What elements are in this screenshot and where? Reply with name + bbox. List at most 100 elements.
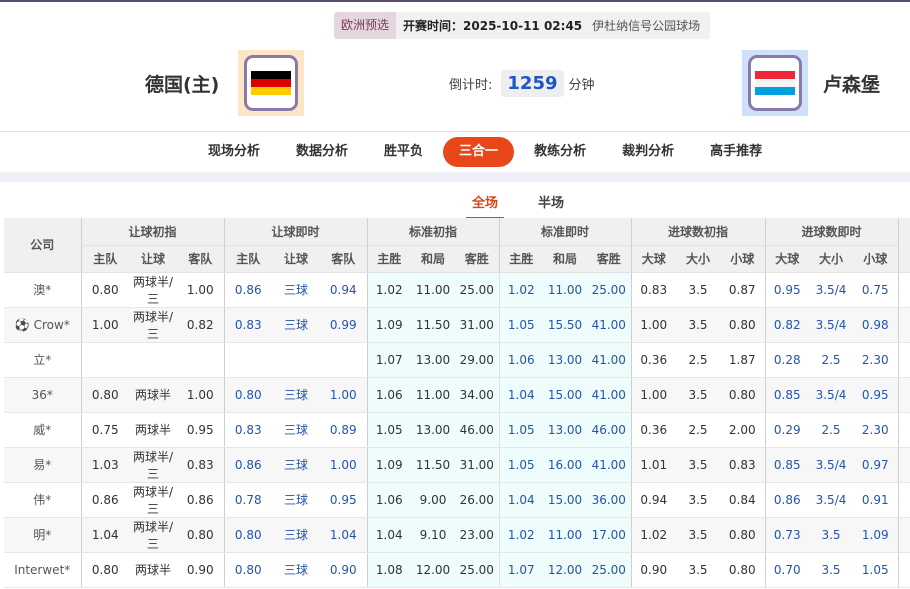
- company-name: 明*: [33, 528, 52, 542]
- odds-cell: 11.00: [543, 517, 587, 553]
- odds-cell: 0.80: [80, 377, 129, 413]
- odds-cell: 两球半/三: [129, 272, 177, 308]
- flag-stripe: [251, 79, 291, 87]
- flag-stripe: [251, 87, 291, 95]
- odds-cell: 0.85: [764, 447, 809, 483]
- sub-header: 和局: [411, 244, 455, 273]
- odds-cell: 41.00: [587, 307, 631, 343]
- group-header: 进球数初指: [630, 218, 765, 246]
- odds-cell: 41.00: [587, 342, 631, 378]
- odds-cell: 0.70: [764, 552, 809, 588]
- company-name: 威*: [33, 423, 52, 437]
- nav-tab[interactable]: 裁判分析: [622, 144, 675, 159]
- company-cell[interactable]: ⚽ Crow*: [4, 307, 81, 343]
- odds-cell: 两球半/三: [129, 447, 177, 483]
- odds-cell: 1.00: [630, 307, 676, 343]
- away-team-name[interactable]: 卢森堡: [823, 74, 881, 96]
- nav-tab[interactable]: 胜平负: [384, 144, 424, 159]
- odds-cell: 两球半/三: [129, 482, 177, 518]
- period-tab[interactable]: 全场: [466, 188, 505, 219]
- table-row: 易* 1.03 两球半/三 0.83 0.86 三球 1.00 1.09 11.50 31.00 1…: [4, 447, 910, 483]
- odds-cell: 11.50: [411, 307, 455, 343]
- odds-table: 公司 让球初指 让球即时 标准初指 标准即时 进球数初指 进球数即时 主队 让球 客队 主队 让球 客队…: [4, 218, 910, 588]
- extra-cell: [897, 447, 910, 483]
- odds-cell: 46.00: [455, 412, 499, 448]
- venue: 伊杜纳信号公园球场: [592, 19, 701, 33]
- odds-cell: 1.09: [853, 517, 898, 553]
- odds-cell: 9.10: [411, 517, 455, 553]
- flag-stripe: [755, 87, 795, 95]
- odds-cell: 1.00: [80, 307, 129, 343]
- odds-cell: 两球半: [129, 412, 177, 448]
- odds-cell: 3.5: [809, 517, 853, 553]
- extra-cell: [897, 517, 910, 553]
- odds-cell: 0.83: [720, 447, 765, 483]
- company-cell[interactable]: 立*: [4, 342, 81, 378]
- odds-cell: 1.04: [320, 517, 367, 553]
- odds-cell: 0.85: [764, 377, 809, 413]
- odds-cell: 1.06: [498, 342, 543, 378]
- extra-cell: [897, 377, 910, 413]
- odds-cell: 1.00: [177, 272, 224, 308]
- odds-cell: 36.00: [587, 482, 631, 518]
- odds-cell: 0.80: [223, 517, 272, 553]
- odds-cell: 1.05: [366, 412, 411, 448]
- nav-tab[interactable]: 高手推荐: [710, 144, 763, 159]
- odds-cell: 3.5/4: [809, 307, 853, 343]
- odds-cell: 34.00: [455, 377, 499, 413]
- odds-cell: 0.36: [630, 342, 676, 378]
- company-cell[interactable]: 易*: [4, 447, 81, 483]
- extra-cell: [897, 307, 910, 343]
- nav-tab[interactable]: 现场分析: [208, 144, 261, 159]
- odds-cell: 2.5: [809, 412, 853, 448]
- odds-cell: 13.00: [411, 412, 455, 448]
- odds-cell: 0.78: [223, 482, 272, 518]
- nav-tab[interactable]: 三合一: [443, 137, 515, 167]
- odds-cell: 3.5: [809, 552, 853, 588]
- sub-header: 大球: [764, 244, 809, 273]
- odds-cell: 0.83: [177, 447, 224, 483]
- company-cell[interactable]: 36*: [4, 377, 81, 413]
- odds-cell: 16.00: [543, 447, 587, 483]
- odds-cell: 1.00: [630, 377, 676, 413]
- table-row: 威* 0.75 两球半 0.95 0.83 三球 0.89 1.05 13.00 46.00 1.0…: [4, 412, 910, 448]
- home-team-name[interactable]: 德国(主): [145, 74, 220, 96]
- company-cell[interactable]: 伟*: [4, 482, 81, 518]
- countdown: 倒计时: 1259 分钟: [449, 70, 595, 97]
- company-cell[interactable]: 澳*: [4, 272, 81, 308]
- odds-cell: 0.94: [630, 482, 676, 518]
- nav-tab[interactable]: 教练分析: [534, 144, 587, 159]
- odds-cell: 0.86: [177, 482, 224, 518]
- odds-cell: 0.80: [720, 307, 765, 343]
- odds-cell: 0.80: [80, 552, 129, 588]
- divider: [0, 131, 910, 132]
- odds-cell: 三球: [272, 447, 320, 483]
- section-separator: [0, 172, 910, 182]
- flag-stripe: [755, 79, 795, 87]
- odds-cell: 26.00: [455, 482, 499, 518]
- odds-cell: 15.00: [543, 377, 587, 413]
- sub-header: 和局: [543, 244, 587, 273]
- sub-header: 主胜: [366, 244, 411, 273]
- odds-cell: 3.5/4: [809, 482, 853, 518]
- odds-cell: 1.09: [366, 447, 411, 483]
- nav-tab[interactable]: 数据分析: [296, 144, 349, 159]
- company-cell[interactable]: 威*: [4, 412, 81, 448]
- flag-stripe: [251, 71, 291, 79]
- odds-cell: 0.95: [853, 377, 898, 413]
- odds-cell: 41.00: [587, 377, 631, 413]
- league-badge[interactable]: 欧洲预选: [334, 12, 397, 39]
- odds-cell: 13.00: [543, 412, 587, 448]
- odds-cell: 0.86: [223, 272, 272, 308]
- away-flag-icon[interactable]: [742, 50, 808, 116]
- odds-cell: 0.80: [720, 552, 765, 588]
- company-cell[interactable]: Interwet*: [4, 552, 81, 588]
- odds-cell: 0.75: [80, 412, 129, 448]
- period-tab[interactable]: 半场: [538, 196, 565, 211]
- company-cell[interactable]: 明*: [4, 517, 81, 553]
- company-name: 易*: [33, 458, 52, 472]
- home-flag-icon[interactable]: [238, 50, 304, 116]
- odds-cell: 0.80: [177, 517, 224, 553]
- odds-cell: 2.5: [809, 342, 853, 378]
- table-row: 立* 1.07 13.00 29.00 1.06 13.00 41.00 0.36 2.5 1.8…: [4, 342, 910, 378]
